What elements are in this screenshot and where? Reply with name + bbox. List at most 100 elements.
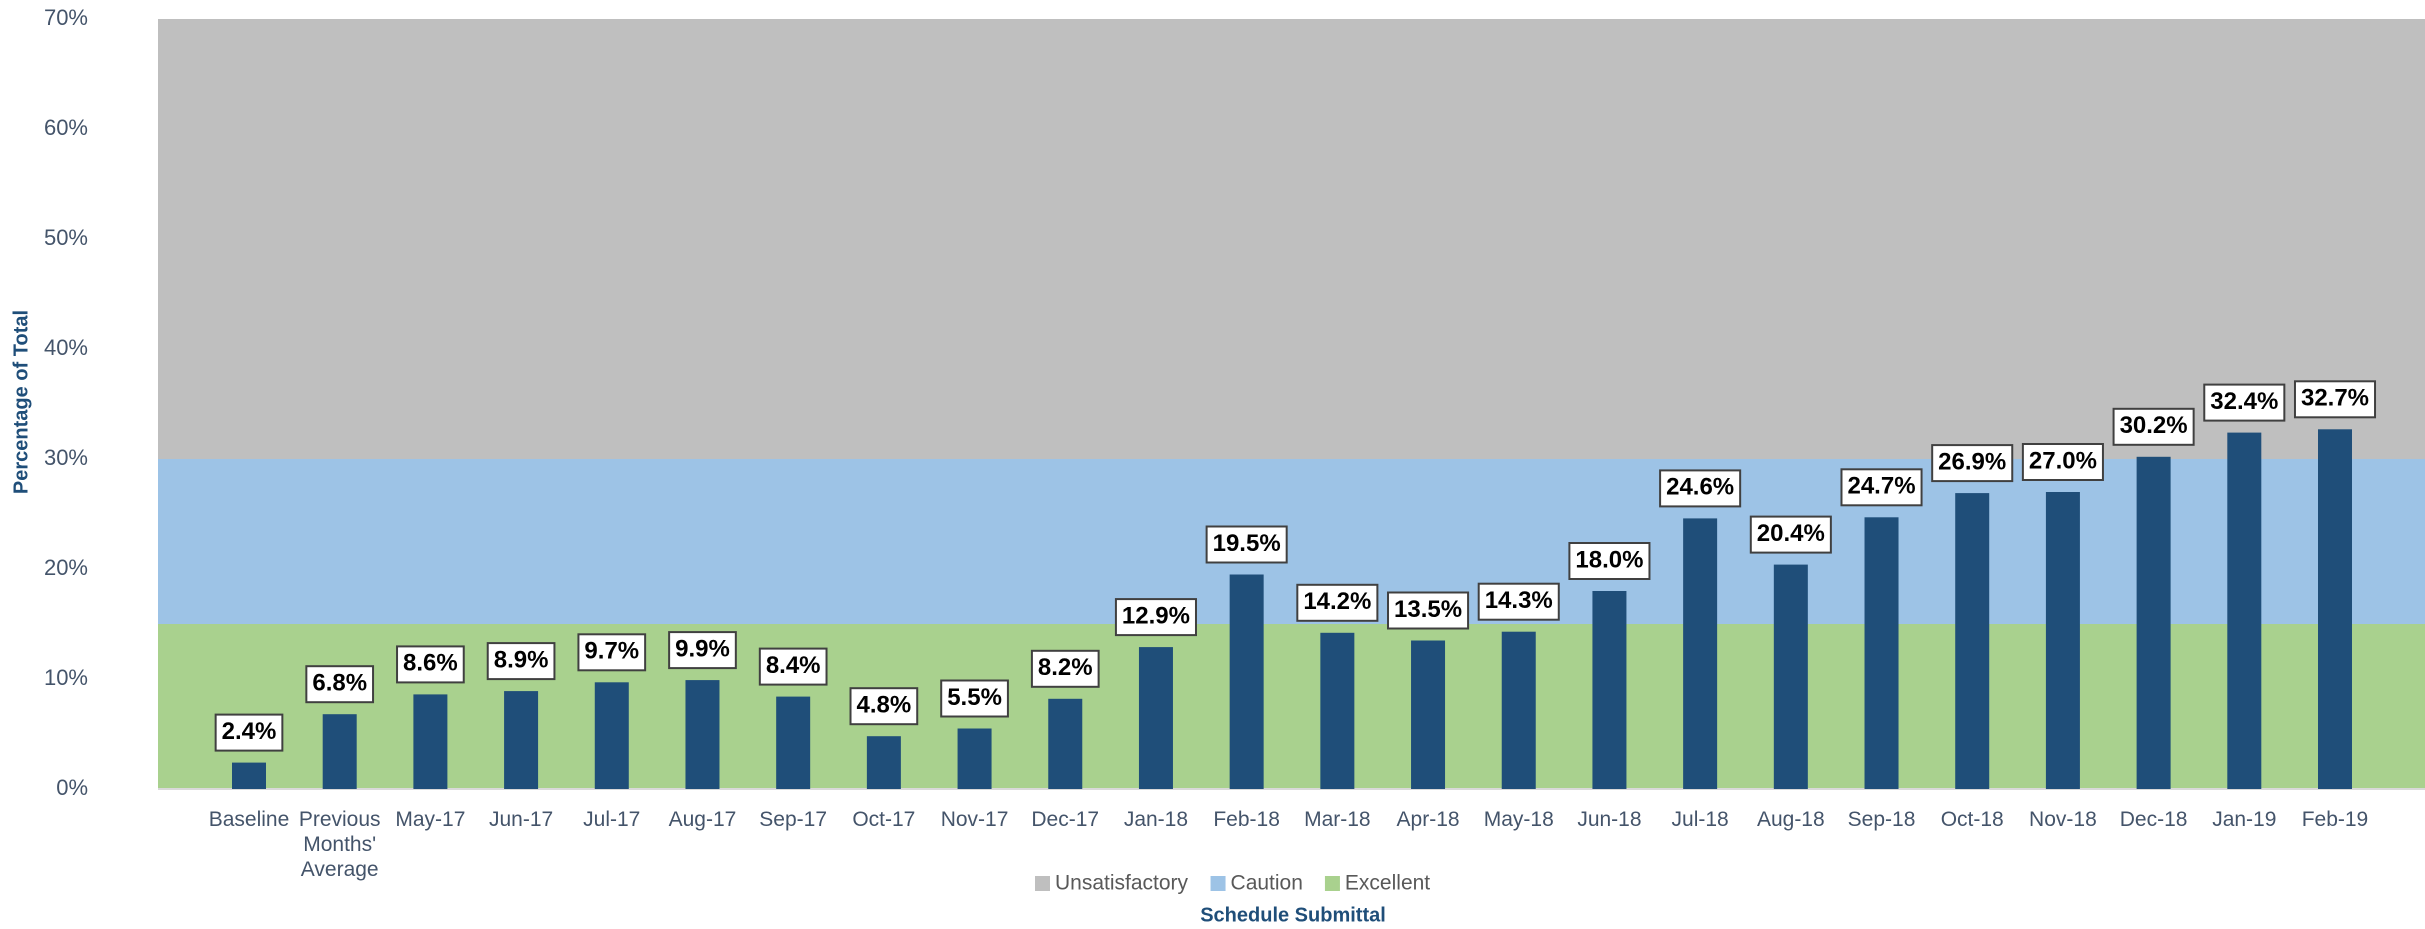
data-label-text: 27.0%: [2029, 447, 2097, 474]
bar: [2136, 456, 2171, 789]
bar: [1683, 518, 1718, 789]
data-label-box: [1387, 591, 1470, 630]
x-tick-label: Jun-18: [1577, 808, 1642, 831]
data-label-text: 20.4%: [1757, 520, 1825, 547]
data-label: 8.9%: [486, 642, 556, 681]
data-label-text: 32.4%: [2210, 388, 2278, 415]
bar: [866, 736, 901, 789]
x-tick-label: Dec-18: [2119, 808, 2188, 831]
x-tick-label: Sep-18: [1847, 808, 1916, 831]
data-label-text: 24.7%: [1847, 473, 1915, 500]
data-label: 27.0%: [2021, 443, 2104, 481]
data-label-box: [1114, 598, 1197, 637]
data-label-box: [1749, 515, 1832, 554]
data-label-box: [577, 633, 647, 672]
bar: [1592, 591, 1627, 789]
bar: [322, 714, 357, 789]
data-label: 14.3%: [1477, 582, 1560, 621]
x-tick-label: May-17: [395, 808, 466, 831]
data-label: 32.7%: [2293, 380, 2377, 419]
x-tick-label: May-18: [1483, 808, 1554, 831]
data-label-box: [668, 631, 737, 670]
data-label-box: [305, 665, 375, 704]
bar: [1864, 517, 1899, 789]
data-label-text: 4.8%: [857, 692, 912, 719]
bar: [1955, 493, 1990, 789]
data-label-box: [2021, 443, 2104, 481]
x-axis-title: Schedule Submittal: [1200, 904, 1386, 926]
x-tick-label: Feb-19: [2301, 808, 2369, 831]
band: [158, 19, 2425, 459]
data-label-text: 8.6%: [403, 650, 458, 677]
data-label: 24.6%: [1659, 469, 1742, 508]
x-tick-label: Jan-18: [1123, 808, 1189, 831]
legend-swatch: [1324, 876, 1340, 891]
bar: [1138, 647, 1173, 789]
data-label: 26.9%: [1931, 444, 2014, 483]
data-label-box: [1659, 469, 1742, 508]
x-tick-label: Aug-17: [668, 808, 737, 831]
data-label-text: 9.9%: [675, 635, 730, 662]
x-tick-label: Baseline: [208, 808, 290, 831]
data-label-text: 19.5%: [1213, 530, 1281, 557]
bar: [594, 682, 629, 789]
legend-label: Excellent: [1345, 872, 1430, 895]
y-tick-label: 40%: [44, 335, 88, 360]
x-tick-label: Nov-18: [2029, 808, 2097, 831]
x-tick-label: Oct-18: [1940, 808, 2004, 831]
data-label: 8.4%: [758, 647, 828, 686]
data-label: 20.4%: [1749, 515, 1832, 554]
data-label-text: 14.3%: [1485, 587, 1553, 614]
legend-swatch: [1035, 876, 1050, 891]
data-label-text: 14.2%: [1303, 588, 1371, 615]
x-tick-label: Previous Months' Average: [298, 808, 381, 881]
data-label-text: 2.4%: [222, 718, 277, 745]
data-label-text: 12.9%: [1122, 602, 1190, 629]
x-tick-label: Apr-18: [1396, 808, 1460, 831]
data-label-text: 9.7%: [584, 638, 639, 665]
data-label-box: [1030, 649, 1100, 688]
bar: [1229, 574, 1264, 789]
bar: [1320, 632, 1355, 789]
data-label: 14.2%: [1296, 583, 1379, 622]
data-label-box: [1840, 468, 1923, 507]
data-label-box: [396, 645, 465, 684]
data-label-text: 5.5%: [947, 684, 1002, 711]
x-tick-label: Jan-19: [2212, 808, 2277, 831]
x-tick-label: Oct-17: [852, 808, 916, 831]
x-tick-label: Nov-17: [940, 808, 1009, 831]
data-label-box: [2203, 383, 2286, 422]
data-label-box: [2112, 407, 2195, 446]
bar: [1501, 631, 1536, 789]
data-label: 24.7%: [1840, 468, 1923, 507]
data-label-box: [2293, 380, 2377, 419]
y-tick-label: 30%: [44, 445, 88, 470]
data-label: 8.6%: [396, 645, 465, 684]
bar: [1411, 640, 1446, 789]
x-tick-label: Feb-18: [1213, 808, 1280, 831]
bar: [1048, 698, 1083, 789]
data-label-box: [758, 647, 828, 686]
data-label-text: 8.9%: [494, 646, 549, 673]
data-label-text: 24.6%: [1666, 474, 1734, 501]
bar: [2318, 429, 2352, 789]
data-label-text: 18.0%: [1575, 546, 1643, 573]
data-label: 4.8%: [849, 687, 919, 726]
data-label: 13.5%: [1387, 591, 1470, 630]
bar: [413, 694, 448, 789]
x-tick-label: Dec-17: [1031, 808, 1100, 831]
x-tick-label: Sep-17: [759, 808, 828, 831]
y-axis-title: Percentage of Total: [10, 310, 32, 494]
data-label: 5.5%: [940, 679, 1009, 718]
y-tick-label: 10%: [44, 665, 88, 690]
data-label-box: [1205, 525, 1288, 564]
x-tick-label: Jul-18: [1671, 808, 1729, 831]
data-label-box: [940, 679, 1009, 718]
data-label-box: [1931, 444, 2014, 483]
data-label-box: [849, 687, 919, 726]
y-tick-label: 70%: [44, 5, 88, 30]
bar: [2227, 432, 2262, 789]
data-label: 9.7%: [577, 633, 647, 672]
band: [158, 459, 2425, 624]
